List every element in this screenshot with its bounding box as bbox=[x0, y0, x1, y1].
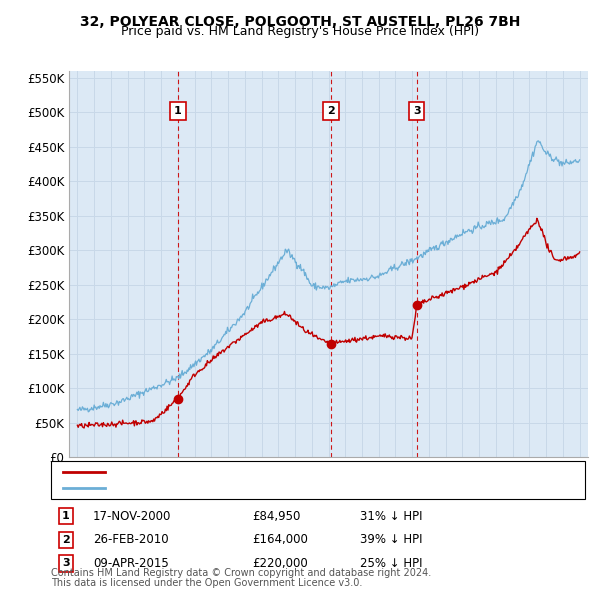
Text: 1: 1 bbox=[62, 512, 70, 521]
Text: 09-APR-2015: 09-APR-2015 bbox=[93, 557, 169, 570]
Text: HPI: Average price, detached house, Cornwall: HPI: Average price, detached house, Corn… bbox=[111, 483, 365, 493]
Text: Price paid vs. HM Land Registry's House Price Index (HPI): Price paid vs. HM Land Registry's House … bbox=[121, 25, 479, 38]
Text: 31% ↓ HPI: 31% ↓ HPI bbox=[360, 510, 422, 523]
Text: £220,000: £220,000 bbox=[252, 557, 308, 570]
Text: 26-FEB-2010: 26-FEB-2010 bbox=[93, 533, 169, 546]
Text: 39% ↓ HPI: 39% ↓ HPI bbox=[360, 533, 422, 546]
Text: 2: 2 bbox=[62, 535, 70, 545]
Text: 32, POLYEAR CLOSE, POLGOOTH, ST AUSTELL, PL26 7BH: 32, POLYEAR CLOSE, POLGOOTH, ST AUSTELL,… bbox=[80, 15, 520, 29]
Text: 32, POLYEAR CLOSE, POLGOOTH, ST AUSTELL, PL26 7BH (detached house): 32, POLYEAR CLOSE, POLGOOTH, ST AUSTELL,… bbox=[111, 467, 527, 477]
Text: 17-NOV-2000: 17-NOV-2000 bbox=[93, 510, 172, 523]
Text: 3: 3 bbox=[413, 106, 421, 116]
Text: £84,950: £84,950 bbox=[252, 510, 301, 523]
Text: 2: 2 bbox=[327, 106, 335, 116]
Text: £164,000: £164,000 bbox=[252, 533, 308, 546]
Text: 3: 3 bbox=[62, 559, 70, 568]
Text: 1: 1 bbox=[174, 106, 182, 116]
Text: Contains HM Land Registry data © Crown copyright and database right 2024.: Contains HM Land Registry data © Crown c… bbox=[51, 568, 431, 578]
Text: 25% ↓ HPI: 25% ↓ HPI bbox=[360, 557, 422, 570]
Text: This data is licensed under the Open Government Licence v3.0.: This data is licensed under the Open Gov… bbox=[51, 578, 362, 588]
